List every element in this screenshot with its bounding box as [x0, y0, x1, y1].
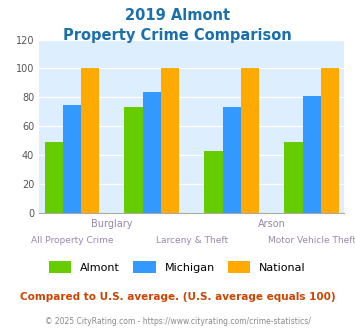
Text: Larceny & Theft: Larceny & Theft [155, 236, 228, 245]
Legend: Almont, Michigan, National: Almont, Michigan, National [49, 261, 306, 273]
Bar [302, 96, 321, 213]
Text: Arson: Arson [258, 219, 285, 229]
Text: © 2025 CityRating.com - https://www.cityrating.com/crime-statistics/: © 2025 CityRating.com - https://www.city… [45, 317, 310, 326]
Bar [143, 91, 161, 213]
Bar [204, 151, 223, 213]
Bar [81, 69, 99, 213]
Bar [241, 69, 259, 213]
Text: Burglary: Burglary [91, 219, 132, 229]
Text: Compared to U.S. average. (U.S. average equals 100): Compared to U.S. average. (U.S. average … [20, 292, 335, 302]
Bar [284, 142, 302, 213]
Bar [321, 69, 339, 213]
Bar [125, 108, 143, 213]
Bar [161, 69, 179, 213]
Bar [44, 142, 63, 213]
Text: Motor Vehicle Theft: Motor Vehicle Theft [268, 236, 355, 245]
Bar [223, 108, 241, 213]
Text: Property Crime Comparison: Property Crime Comparison [63, 28, 292, 43]
Text: All Property Crime: All Property Crime [31, 236, 113, 245]
Text: 2019 Almont: 2019 Almont [125, 8, 230, 23]
Bar [63, 105, 81, 213]
